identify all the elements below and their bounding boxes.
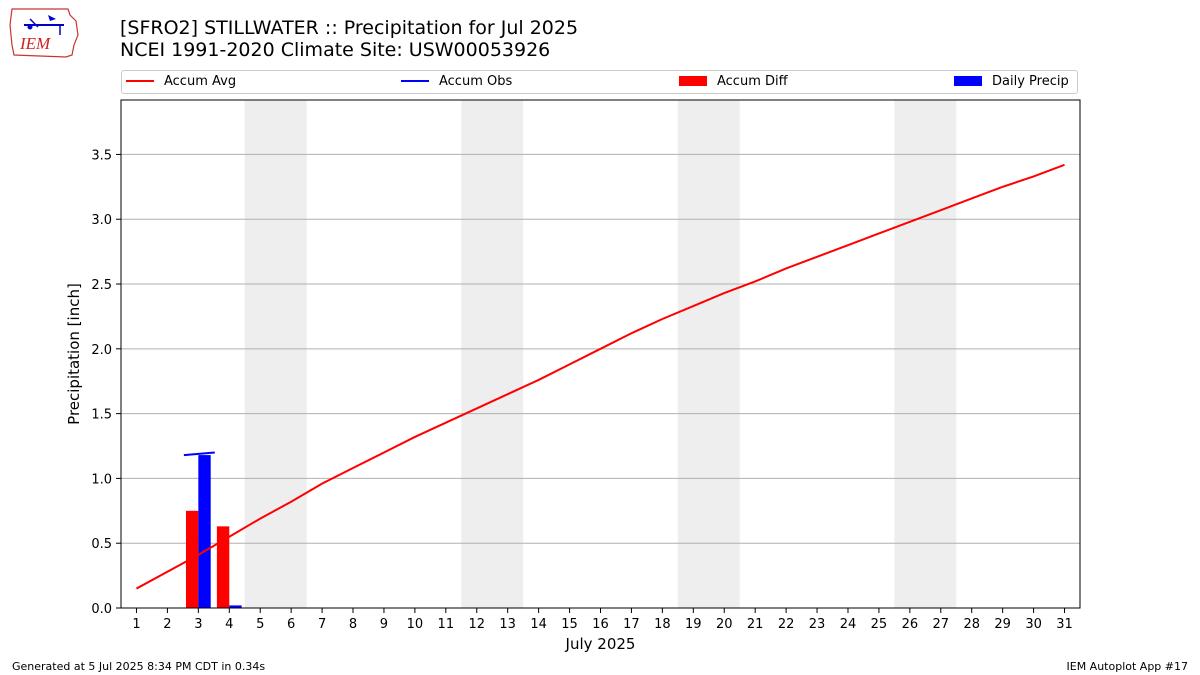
legend-swatch-diff [679,75,707,86]
weekend-span [677,100,740,608]
legend-item-diff: Accum Diff [679,74,788,90]
x-tick-label: 13 [499,617,516,632]
x-tick-label: 11 [438,617,455,632]
x-tick-label: 14 [530,617,547,632]
daily-precip-bar [229,605,242,608]
x-axis-label: July 2025 [565,635,636,653]
x-tick-label: 29 [994,617,1011,632]
legend-label-diff: Accum Diff [717,74,788,89]
accum-diff-bar [185,510,199,608]
daily-precip-bar [198,455,211,608]
legend-label-daily: Daily Precip [992,74,1069,89]
legend-swatch-avg [126,79,154,82]
logo-text: IEM [19,34,51,53]
iem-logo: IEM [9,8,79,58]
app-credit: IEM Autoplot App #17 [1066,660,1189,673]
x-tick-label: 17 [623,617,640,632]
bars [185,455,242,608]
weekend-span [244,100,307,608]
legend-swatch-daily [954,75,982,86]
x-tick-label: 6 [287,617,295,632]
x-tick-label: 31 [1056,617,1073,632]
accum-avg-line [135,163,1065,590]
iowa-outline-icon [9,8,79,58]
y-tick-label: 3.5 [91,148,112,163]
y-tick-label: 2.5 [91,278,112,293]
x-tick-label: 27 [933,617,950,632]
x-tick-label: 12 [468,617,485,632]
chart-subtitle: NCEI 1991-2020 Climate Site: USW00053926 [120,39,551,61]
legend-label-obs: Accum Obs [439,74,513,89]
x-axis: 1 2 3 4 5 6 7 8 9 10 11 12 13 14 15 16 17 18 19 20 21 22 23 24 2… [132,608,1073,632]
x-tick-label: 20 [716,617,733,632]
x-tick-label: 16 [592,617,609,632]
x-tick-label: 1 [132,617,140,632]
legend-swatch-obs [401,79,429,82]
x-tick-label: 10 [407,617,424,632]
generated-timestamp: Generated at 5 Jul 2025 8:34 PM CDT in 0… [12,660,266,673]
chart-title: [SFRO2] STILLWATER :: Precipitation for … [120,17,579,39]
y-tick-label: 0.0 [91,602,112,617]
legend-item-daily: Daily Precip [954,74,1069,90]
lines [135,163,1065,590]
weekend-span [461,100,524,608]
x-tick-label: 26 [902,617,919,632]
x-tick-label: 28 [963,617,980,632]
x-tick-label: 3 [194,617,202,632]
y-tick-label: 0.5 [91,537,112,552]
x-tick-label: 9 [380,617,388,632]
y-tick-label: 1.5 [91,408,112,423]
legend-item-obs: Accum Obs [401,74,512,90]
y-tick-label: 2.0 [91,343,112,358]
x-tick-label: 22 [778,617,795,632]
weekend-shading [244,100,957,608]
x-tick-label: 4 [225,617,233,632]
x-tick-label: 24 [840,617,857,632]
y-axis: 0.0 0.5 1.0 1.5 2.0 2.5 3.0 3.5 [91,148,121,617]
x-tick-label: 5 [256,617,264,632]
x-tick-label: 23 [809,617,826,632]
accum-obs-line [183,451,215,457]
y-axis-label: Precipitation [inch] [65,283,83,425]
legend-item-avg: Accum Avg [126,74,236,90]
y-tick-label: 3.0 [91,213,112,228]
x-tick-label: 19 [685,617,702,632]
x-tick-label: 2 [163,617,171,632]
y-gridlines [121,153,1080,544]
x-tick-label: 15 [561,617,578,632]
y-tick-label: 1.0 [91,472,112,487]
weekend-span [894,100,957,608]
x-tick-label: 25 [871,617,888,632]
x-tick-label: 7 [318,617,326,632]
x-tick-label: 30 [1025,617,1042,632]
legend-label-avg: Accum Avg [164,74,237,89]
x-tick-label: 18 [654,617,671,632]
x-tick-label: 8 [349,617,357,632]
x-tick-label: 21 [747,617,764,632]
legend: Accum Avg Accum Obs Accum Diff Daily Pre… [121,70,1078,94]
accum-diff-bar [216,526,230,608]
